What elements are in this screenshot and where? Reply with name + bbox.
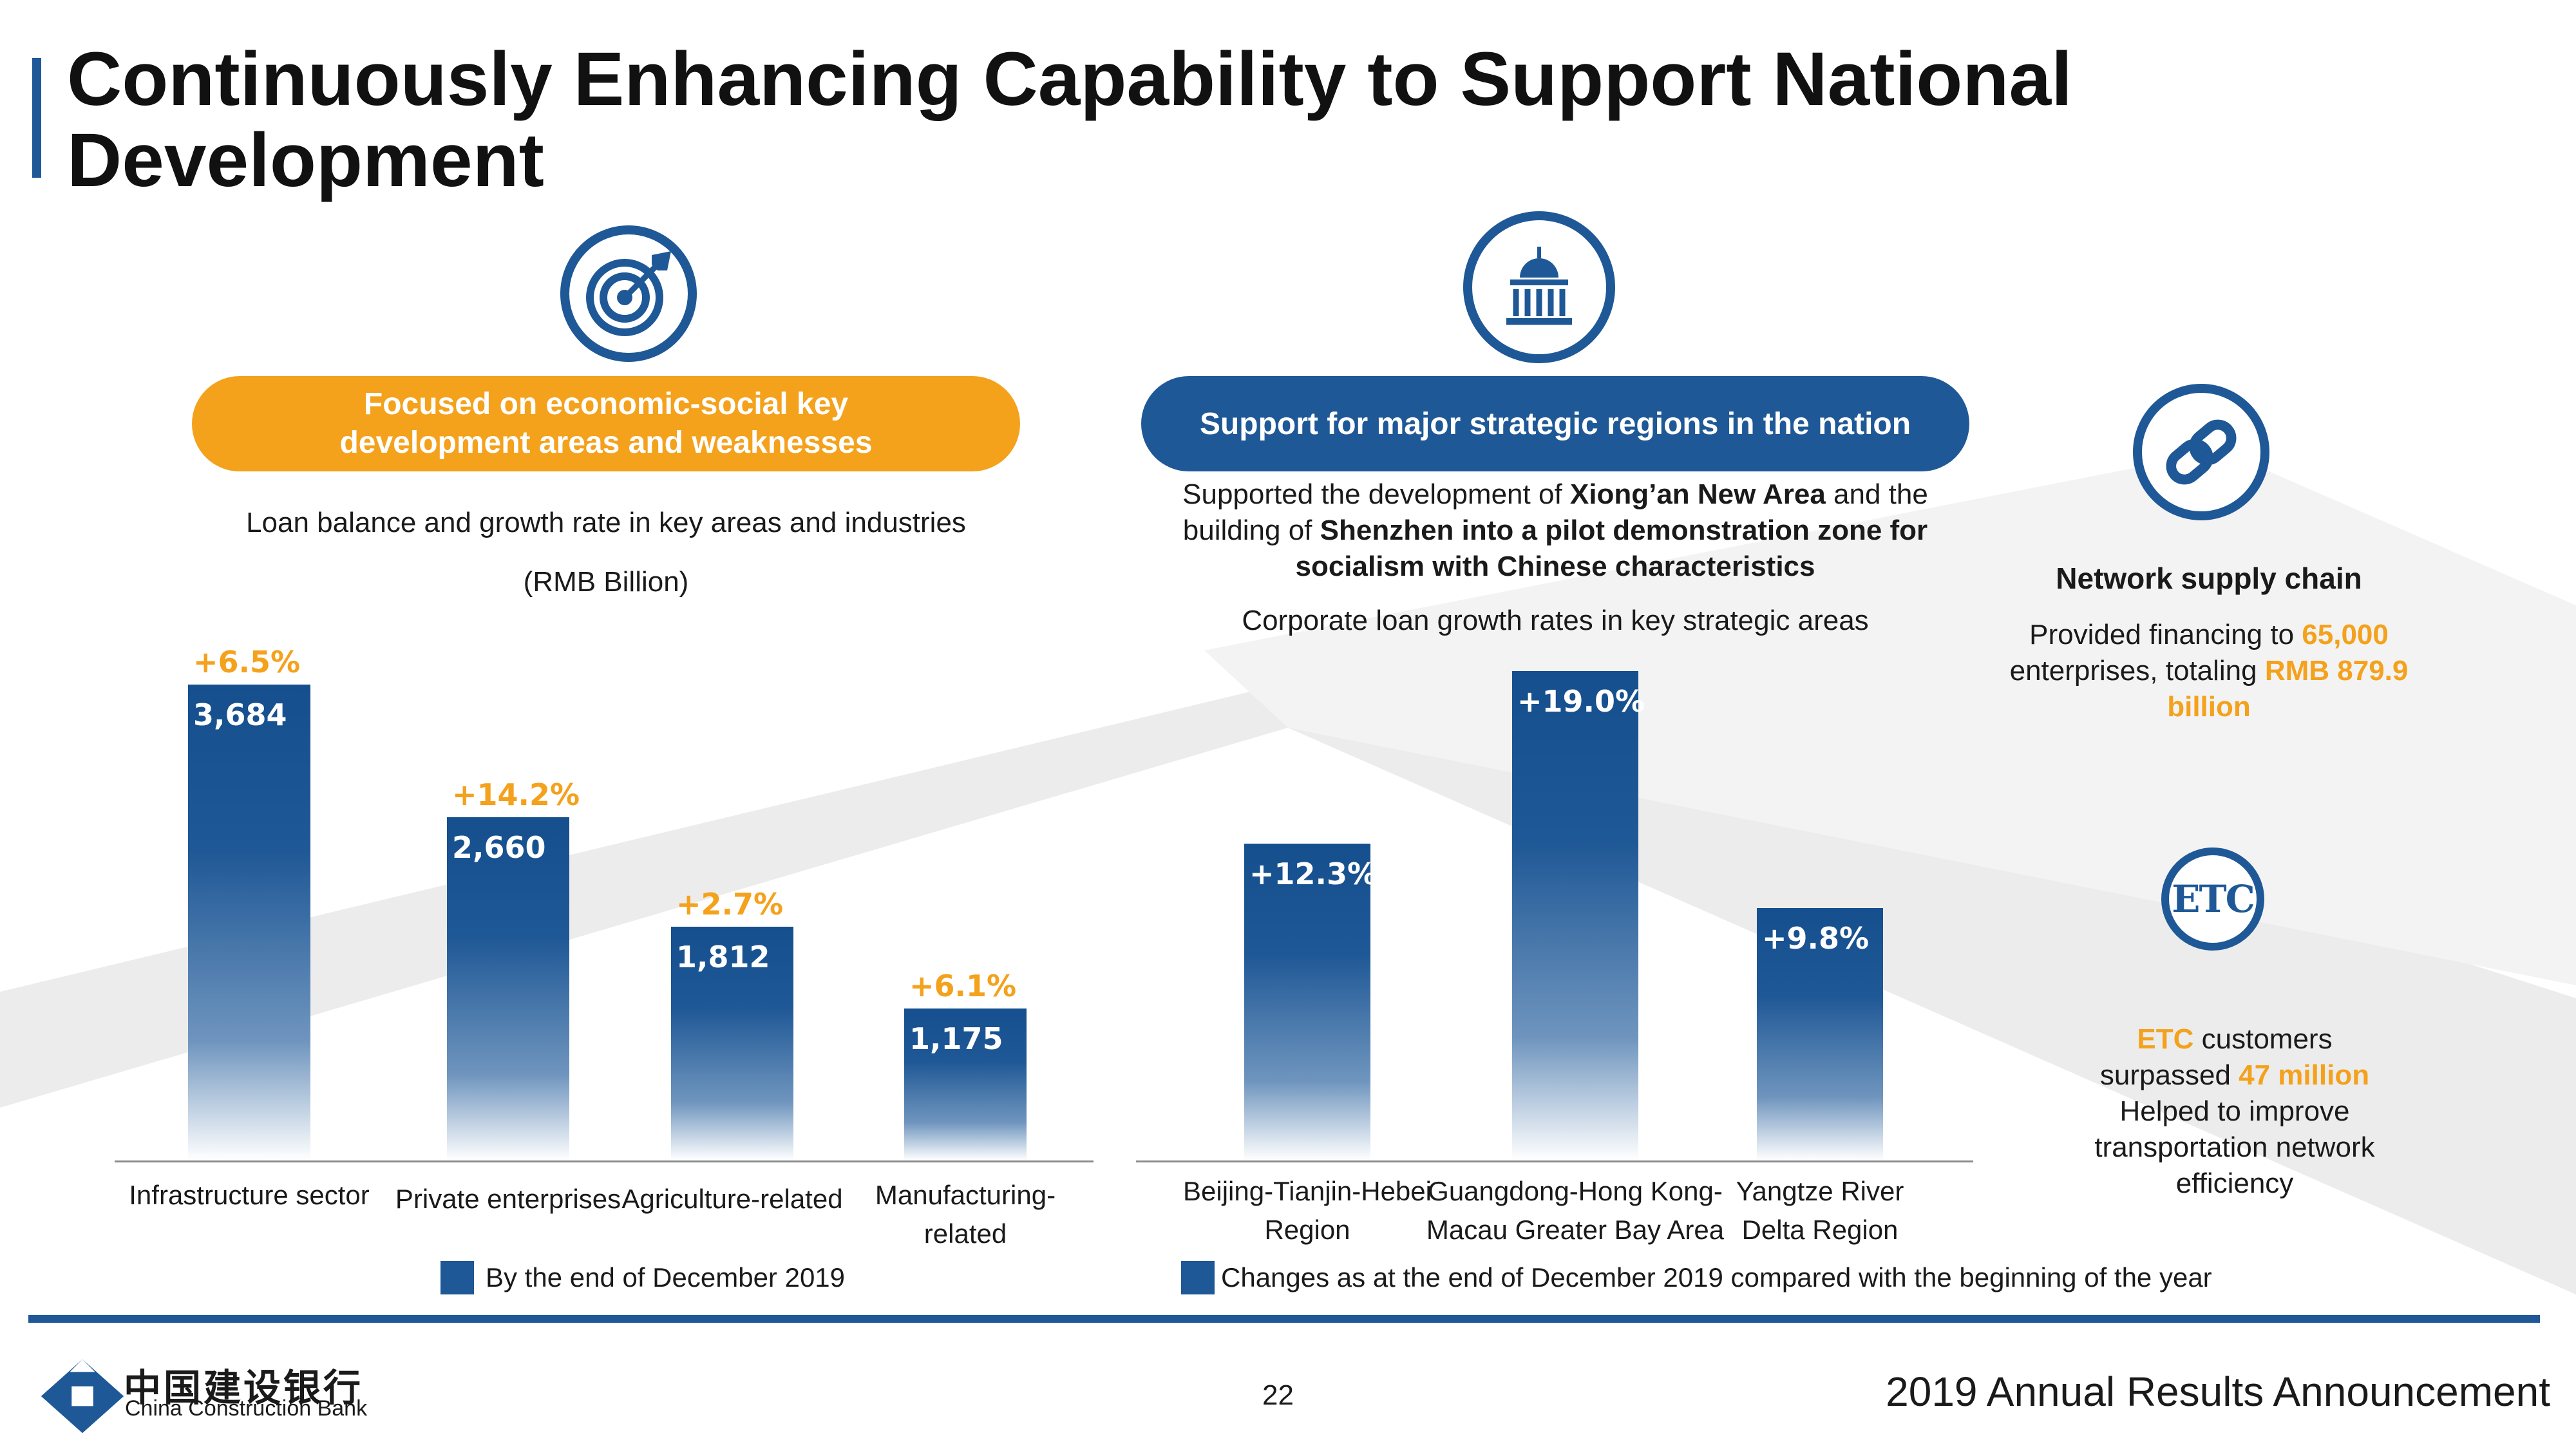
chain-link-icon: [2133, 384, 2269, 520]
bar-growth-label: +14.2%: [452, 777, 580, 812]
bar: [447, 817, 569, 1160]
footer-divider: [28, 1315, 2540, 1323]
supply-l1-pre: Provided financing to: [2029, 619, 2302, 650]
category-label-line: Private enterprises: [395, 1184, 621, 1214]
shenzhen-text: Shenzhen into a pilot demonstration zone…: [1320, 515, 1928, 546]
category-label-line: Macau Greater Bay Area: [1426, 1215, 1725, 1245]
bar-growth-label: +2.7%: [676, 887, 784, 922]
category-label-line: Region: [1264, 1215, 1350, 1245]
etc-text: ETC customers surpassed 47 million Helpe…: [1996, 1021, 2473, 1202]
bar: [188, 685, 310, 1160]
category-label-line: Yangtze River: [1736, 1176, 1904, 1206]
middle-legend-label: Changes as at the end of December 2019 c…: [1221, 1262, 2212, 1293]
supply-chain-text: Provided financing to 65,000 enterprises…: [1964, 617, 2454, 725]
category-label-line: related: [923, 1218, 1007, 1249]
category-label: Yangtze River Delta Region: [1659, 1172, 1981, 1249]
left-legend-label: By the end of December 2019: [486, 1262, 846, 1293]
strategic-description: Supported the development of Xiong’an Ne…: [1095, 477, 2016, 585]
etc-customer-count: 47 million: [2239, 1059, 2370, 1091]
supply-l2-pre: enterprises, totaling: [2009, 655, 2265, 687]
ccb-logo-chinese: 中国建设银行: [124, 1366, 364, 1410]
left-chart-unit: (RMB Billion): [523, 566, 689, 598]
etc-label: ETC: [2137, 1023, 2194, 1055]
category-label-line: Infrastructure sector: [129, 1180, 370, 1210]
category-label: Beijing-Tianjin-Hebei Region: [1146, 1172, 1468, 1249]
chart-baseline: [115, 1160, 1094, 1162]
bar-value-label: +9.8%: [1762, 921, 1870, 956]
desc1-pre: Supported the development of: [1182, 478, 1570, 510]
category-label: Manufacturing-related: [830, 1176, 1101, 1253]
supply-amount-unit: billion: [2167, 691, 2251, 723]
left-legend-swatch: [440, 1261, 474, 1294]
bar: [1757, 908, 1883, 1160]
supply-enterprise-count: 65,000: [2302, 619, 2389, 650]
middle-chart-title: Corporate loan growth rates in key strat…: [1242, 605, 1869, 636]
supply-line-1: Provided financing to 65,000: [1964, 617, 2454, 653]
category-label: Infrastructure sector: [114, 1176, 384, 1215]
bar-growth-label: +6.1%: [909, 969, 1017, 1003]
ccb-logo-icon: [37, 1358, 128, 1435]
category-label-line: Manufacturing-: [875, 1180, 1056, 1210]
supply-chain-heading: Network supply chain: [2056, 562, 2362, 595]
supply-line-3: billion: [1964, 689, 2454, 725]
description-line-2: building of Shenzhen into a pilot demons…: [1095, 513, 2016, 549]
announcement-title: 2019 Annual Results Announcement: [1886, 1368, 2550, 1415]
bar: [1512, 671, 1638, 1160]
category-label: Private enterprises: [373, 1180, 643, 1218]
focus-pill-line1: Focused on economic-social key: [363, 387, 849, 421]
bar-value-label: 3,684: [193, 697, 287, 732]
etc-line-4: transportation network: [2094, 1132, 2375, 1163]
title-accent-bar: [32, 58, 41, 178]
bar-value-label: +19.0%: [1517, 684, 1645, 719]
focus-pill: Focused on economic-social key developme…: [192, 376, 1020, 471]
left-chart-title: Loan balance and growth rate in key area…: [246, 507, 966, 538]
desc1-post: and the: [1825, 478, 1928, 510]
ccb-logo-english: China Construction Bank: [125, 1396, 368, 1421]
bar-value-label: 2,660: [452, 830, 546, 865]
supply-line-2: enterprises, totaling RMB 879.9: [1964, 653, 2454, 689]
bar: [1244, 844, 1370, 1160]
middle-legend-swatch: [1181, 1261, 1215, 1294]
etc-icon: ETC: [2161, 848, 2264, 951]
bar-value-label: +12.3%: [1249, 857, 1378, 891]
chart-baseline: [1136, 1160, 1973, 1162]
etc-line-2: surpassed 47 million: [1996, 1057, 2473, 1094]
category-label: Guangdong-Hong Kong- Macau Greater Bay Ar…: [1414, 1172, 1736, 1249]
category-label-line: Delta Region: [1741, 1215, 1899, 1245]
etc-l2-pre: surpassed: [2099, 1059, 2239, 1091]
description-line-3: socialism with Chinese characteristics: [1295, 551, 1815, 582]
etc-line-3: Helped to improve: [2119, 1095, 2350, 1127]
etc-line-1: ETC customers: [1996, 1021, 2473, 1057]
bar: [904, 1009, 1027, 1160]
category-label-line: Agriculture-related: [621, 1184, 843, 1214]
etc-l1-post: customers: [2193, 1023, 2333, 1055]
bar-value-label: 1,812: [676, 940, 770, 974]
focus-pill-line2: development areas and weaknesses: [339, 426, 873, 460]
etc-line-5: efficiency: [2175, 1168, 2294, 1199]
category-label-line: Guangdong-Hong Kong-: [1428, 1176, 1723, 1206]
category-label: Agriculture-related: [597, 1180, 867, 1218]
bar-growth-label: +6.5%: [193, 645, 301, 679]
etc-icon-text: ETC: [2172, 877, 2255, 921]
supply-amount: RMB 879.9: [2264, 655, 2409, 687]
description-line-1: Supported the development of Xiong’an Ne…: [1095, 477, 2016, 513]
category-label-line: Beijing-Tianjin-Hebei: [1183, 1176, 1432, 1206]
page-number: 22: [1262, 1379, 1294, 1411]
xiongan-text: Xiong’an New Area: [1569, 478, 1826, 510]
page-title: Continuously Enhancing Capability to Sup…: [67, 37, 2072, 203]
bar-value-label: 1,175: [909, 1021, 1003, 1056]
desc2-pre: building of: [1182, 515, 1320, 546]
bar: [671, 927, 793, 1160]
strategic-regions-pill: Support for major strategic regions in t…: [1141, 376, 1969, 471]
